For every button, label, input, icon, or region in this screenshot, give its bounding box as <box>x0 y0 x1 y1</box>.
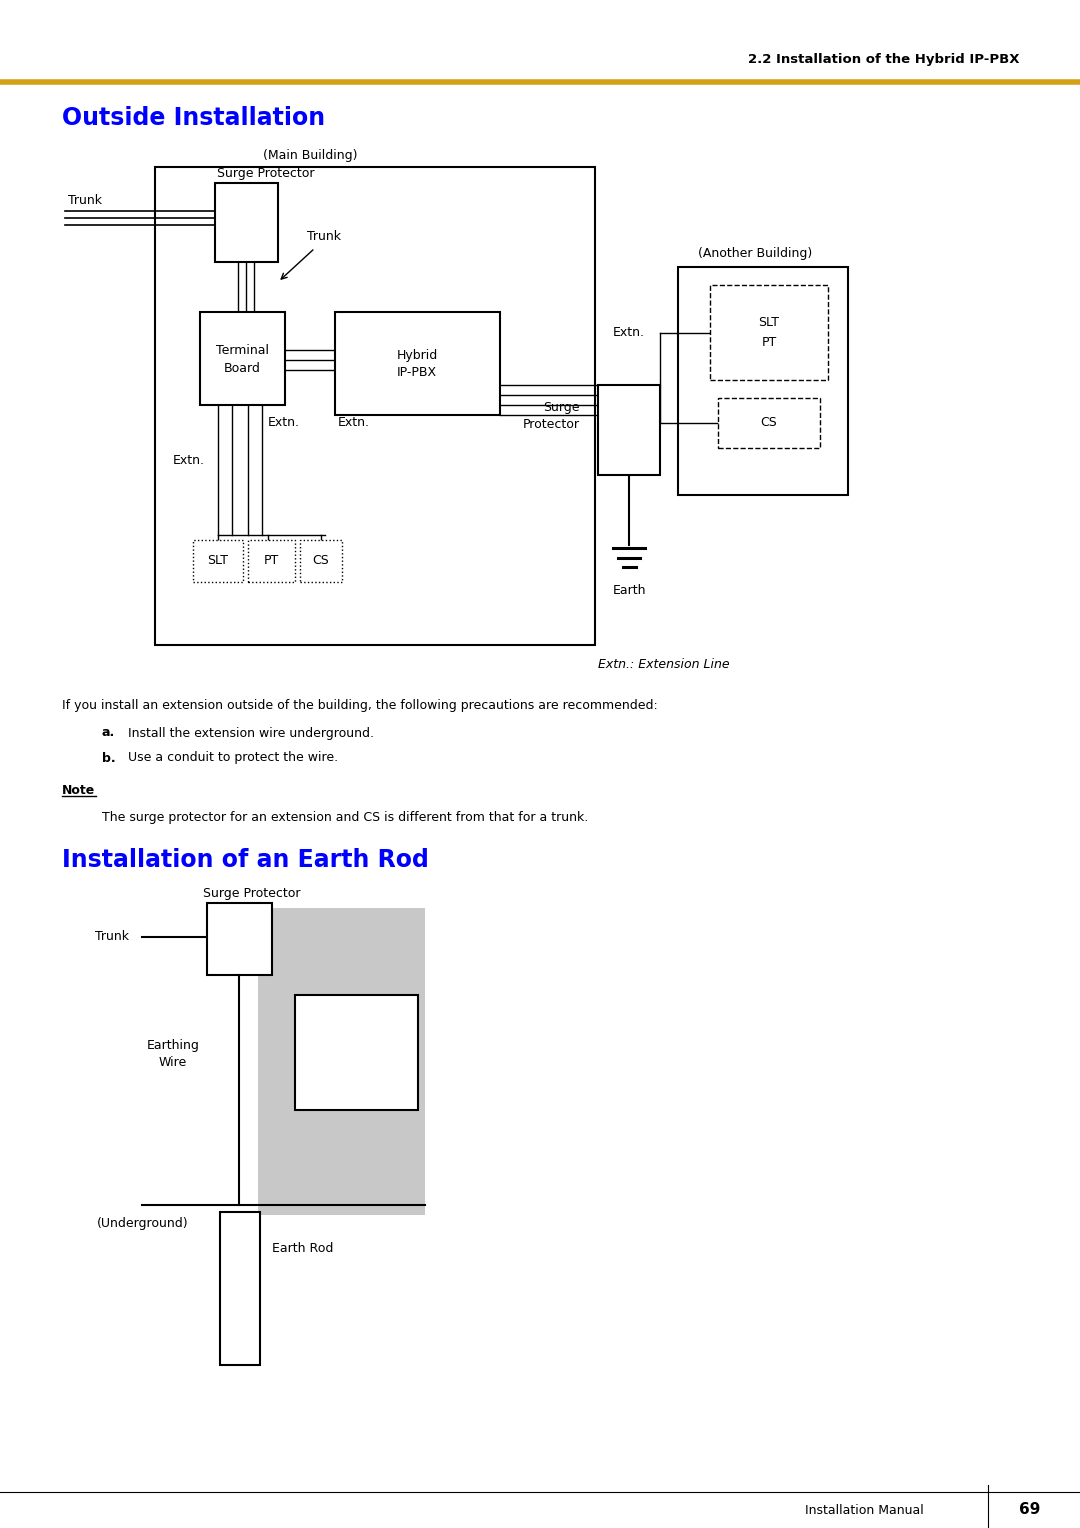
Bar <box>193 539 243 582</box>
Text: Extn.: Extn. <box>173 454 205 466</box>
Text: CS: CS <box>760 417 778 429</box>
Text: Earth Rod: Earth Rod <box>272 1241 334 1254</box>
Text: Surge Protector: Surge Protector <box>203 886 300 900</box>
Text: (Main Building): (Main Building) <box>262 148 357 162</box>
Text: Terminal: Terminal <box>216 344 269 356</box>
Text: Trunk: Trunk <box>95 931 129 943</box>
Text: Surge: Surge <box>543 402 580 414</box>
Bar <box>156 167 595 645</box>
Bar <box>207 903 272 975</box>
Text: Extn.: Extn. <box>613 327 645 339</box>
Text: Hybrid: Hybrid <box>336 1039 377 1051</box>
Text: Earth: Earth <box>612 584 646 596</box>
Bar <box>220 1212 260 1365</box>
Text: Extn.: Extn. <box>338 416 370 428</box>
Text: a.: a. <box>102 726 116 740</box>
Text: SLT: SLT <box>758 316 780 330</box>
Text: (Underground): (Underground) <box>97 1218 189 1230</box>
Text: Installation of an Earth Rod: Installation of an Earth Rod <box>62 848 429 872</box>
Text: CS: CS <box>312 555 329 567</box>
Bar <box>300 539 342 582</box>
Bar <box>258 908 426 1215</box>
Text: Protector: Protector <box>523 419 580 431</box>
Text: Earthing: Earthing <box>147 1039 200 1051</box>
Text: Extn.: Extn. <box>268 416 300 428</box>
Bar <box>200 312 285 405</box>
Text: Hybrid: Hybrid <box>396 348 437 362</box>
Text: (Another Building): (Another Building) <box>698 246 812 260</box>
Text: The surge protector for an extension and CS is different from that for a trunk.: The surge protector for an extension and… <box>102 810 589 824</box>
Bar <box>718 397 820 448</box>
Text: Wire: Wire <box>159 1056 187 1070</box>
Text: IP-PBX: IP-PBX <box>397 365 437 379</box>
Bar <box>295 995 418 1109</box>
Text: b.: b. <box>102 752 116 764</box>
Text: Install the extension wire underground.: Install the extension wire underground. <box>129 726 374 740</box>
Bar <box>710 286 828 380</box>
Text: PT: PT <box>264 555 279 567</box>
Text: Installation Manual: Installation Manual <box>805 1504 923 1516</box>
Bar <box>678 267 848 495</box>
Text: If you install an extension outside of the building, the following precautions a: If you install an extension outside of t… <box>62 698 658 712</box>
Text: IP-PBX: IP-PBX <box>336 1056 376 1070</box>
Bar <box>598 385 660 475</box>
Bar <box>335 312 500 416</box>
Text: Use a conduit to protect the wire.: Use a conduit to protect the wire. <box>129 752 338 764</box>
Text: 2.2 Installation of the Hybrid IP-PBX: 2.2 Installation of the Hybrid IP-PBX <box>748 53 1020 67</box>
Text: 69: 69 <box>1020 1502 1041 1517</box>
Text: PT: PT <box>761 336 777 350</box>
Text: Board: Board <box>224 362 260 374</box>
Text: Extn.: Extension Line: Extn.: Extension Line <box>598 659 730 671</box>
Text: Trunk: Trunk <box>307 231 341 243</box>
Text: Note: Note <box>62 784 95 796</box>
Bar <box>248 539 295 582</box>
Text: Outside Installation: Outside Installation <box>62 105 325 130</box>
Text: SLT: SLT <box>207 555 229 567</box>
Text: Trunk: Trunk <box>68 194 102 206</box>
Text: Surge Protector: Surge Protector <box>217 167 314 179</box>
Bar <box>215 183 278 261</box>
